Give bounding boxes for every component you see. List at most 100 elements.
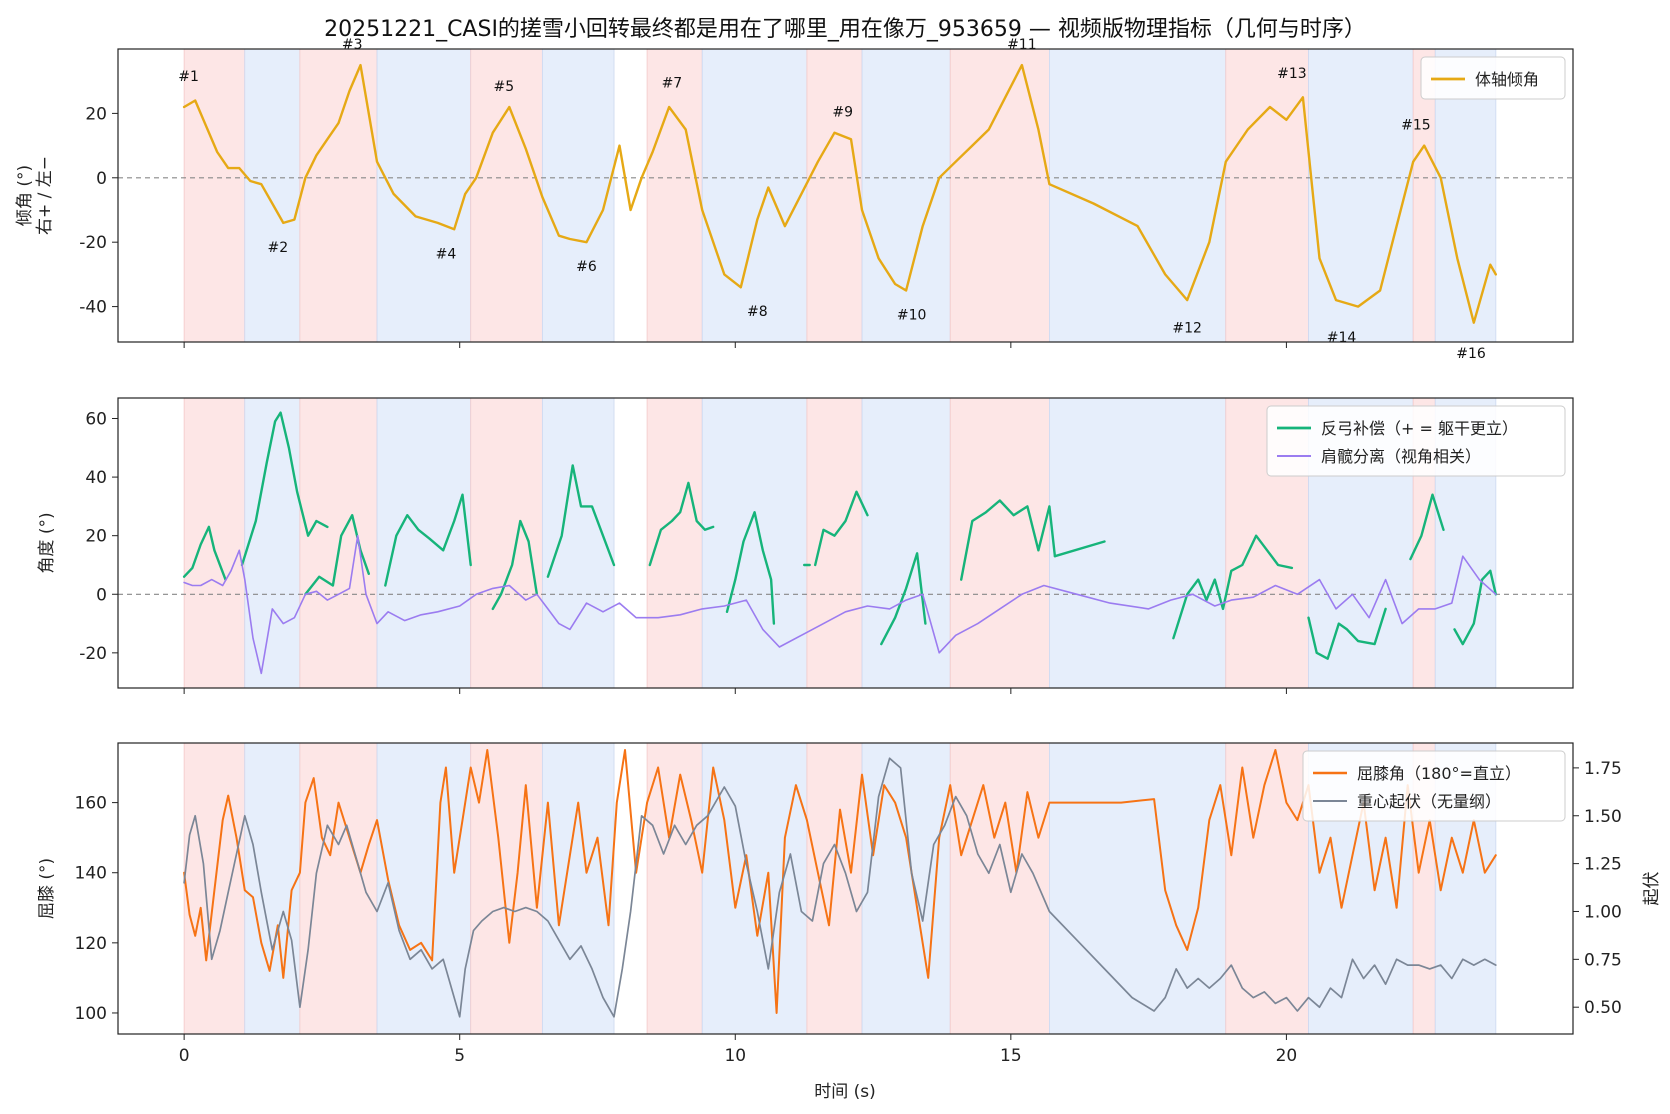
series-lines xyxy=(182,63,1497,324)
x-tick-label: 15 xyxy=(1000,1046,1022,1066)
x-tick-label: 0 xyxy=(179,1046,190,1066)
turn-label: #4 xyxy=(436,246,457,262)
turn-band-left xyxy=(541,49,615,342)
turn-label: #11 xyxy=(1007,37,1037,53)
turn-band-right xyxy=(806,398,863,688)
turn-band-right xyxy=(1225,743,1309,1034)
turn-band-left xyxy=(701,49,808,342)
series-line-2-1-seg-6 xyxy=(546,464,616,578)
turn-label: #7 xyxy=(662,76,683,92)
series-line-2-1-seg-2 xyxy=(240,411,329,567)
turn-band-left xyxy=(376,398,472,688)
y-axis-label: 倾角 (°)右+ / 左− xyxy=(15,156,55,235)
turn-band-left xyxy=(541,398,615,688)
turn-band-right xyxy=(806,49,863,342)
y-axis-label-line: 右+ / 左− xyxy=(35,156,55,235)
legend-box xyxy=(1302,750,1566,822)
turn-shading xyxy=(183,743,1497,1034)
turn-band-right xyxy=(646,398,703,688)
plot-frame xyxy=(117,742,1574,1035)
y-tick-label: 40 xyxy=(85,468,107,488)
panel-1: #1 #2 #3 #4 #5 #6 #7 #8 #9 #10 #11 #12 #13 #14 #15 #16 -… xyxy=(15,37,1574,362)
plot-frame xyxy=(117,397,1574,689)
y-tick-label: 100 xyxy=(75,1004,107,1024)
turn-band-left xyxy=(541,743,615,1034)
turn-band-left xyxy=(701,398,808,688)
legend: 反弓补偿（+ = 躯干更立） 肩髋分离（视角相关） xyxy=(1266,405,1566,477)
legend-label: 体轴倾角 xyxy=(1475,70,1539,89)
y-tick-label: -20 xyxy=(79,233,107,253)
turn-band-right xyxy=(183,49,246,342)
turn-band-left xyxy=(861,743,951,1034)
turn-band-left xyxy=(1308,49,1414,342)
turn-band-left xyxy=(1049,49,1227,342)
turn-label: #15 xyxy=(1401,117,1431,133)
turn-band-right xyxy=(183,398,246,688)
y2-tick-label: 1.00 xyxy=(1584,902,1622,922)
turn-label: #6 xyxy=(576,259,597,275)
turn-label: #16 xyxy=(1456,346,1486,362)
y-tick-label: -20 xyxy=(79,644,107,664)
series-line-2-1-seg-12 xyxy=(960,499,1057,581)
series-line-3-2 xyxy=(183,757,1497,1018)
y2-tick-label: 1.75 xyxy=(1584,759,1622,779)
series-lines xyxy=(183,749,1497,1018)
y-axis-label: 角度 (°) xyxy=(37,512,57,573)
panel-3: 100 120 140 160 0.50 0.75 1.00 1.25 1.50 1.75 起伏 0 5… xyxy=(37,742,1662,1066)
turn-label: #8 xyxy=(747,304,768,320)
turn-band-right xyxy=(299,398,378,688)
series-line-2-1-seg-4 xyxy=(384,493,472,587)
series-line-2-1-seg-15 xyxy=(1307,607,1387,660)
turn-shading xyxy=(183,398,1497,688)
y-tick-label: 20 xyxy=(85,104,107,124)
series-line-2-1-seg-13 xyxy=(1053,540,1106,558)
turn-band-right xyxy=(646,49,703,342)
y2-tick-label: 0.50 xyxy=(1584,998,1622,1018)
y-axis-label-line: 倾角 (°) xyxy=(15,165,35,226)
y-axis-label-line: 屈膝 (°) xyxy=(37,858,57,919)
turn-band-left xyxy=(861,49,951,342)
turn-band-left xyxy=(244,49,301,342)
y2-axis-label: 起伏 xyxy=(1642,872,1662,906)
legend-box xyxy=(1420,56,1566,100)
turn-band-left xyxy=(701,743,808,1034)
series-line-2-1-seg-10 xyxy=(814,490,869,567)
turn-band-right xyxy=(949,398,1050,688)
turn-label: #14 xyxy=(1327,330,1357,346)
x-tick-label: 5 xyxy=(454,1046,465,1066)
y-tick-label: -40 xyxy=(79,298,107,318)
y-tick-label: 0 xyxy=(96,169,107,189)
turn-label: #2 xyxy=(268,240,289,256)
series-line-2-1-seg-7 xyxy=(648,481,715,567)
legend: 体轴倾角 xyxy=(1420,56,1566,100)
legend-label: 重心起伏（无量纲） xyxy=(1357,792,1501,811)
turn-band-right xyxy=(949,743,1050,1034)
turn-band-left xyxy=(244,743,301,1034)
series-line-2-1-seg-8 xyxy=(725,511,776,625)
turn-label: #10 xyxy=(897,307,927,323)
turn-band-left xyxy=(376,49,472,342)
y2-tick-label: 1.25 xyxy=(1584,855,1622,875)
turn-band-right xyxy=(299,49,378,342)
y-tick-label: 20 xyxy=(85,527,107,547)
legend-label: 肩髋分离（视角相关） xyxy=(1321,447,1481,466)
y-axis-label-line: 角度 (°) xyxy=(37,512,57,573)
turn-band-right xyxy=(806,743,863,1034)
legend: 屈膝角（180°=直立） 重心起伏（无量纲） xyxy=(1302,750,1566,822)
panel-2: -20 0 20 40 60 角度 (°) 反弓补偿（+ = 躯干更立） 肩髋分离（视角相关） xyxy=(37,397,1574,694)
series-line-2-1-seg-17 xyxy=(1453,569,1497,646)
series-line-2-1-seg-11 xyxy=(880,552,927,646)
series-line-2-1-seg-1 xyxy=(182,525,227,581)
series-line-2-2 xyxy=(183,534,1497,675)
series-line-2-1-seg-14 xyxy=(1172,534,1294,640)
y-tick-label: 60 xyxy=(85,410,107,430)
y-tick-label: 140 xyxy=(75,864,107,884)
x-tick-label: 20 xyxy=(1276,1046,1298,1066)
series-line-3-1 xyxy=(183,749,1497,1014)
turn-band-right xyxy=(1225,49,1309,342)
y-tick-label: 160 xyxy=(75,794,107,814)
turn-band-right xyxy=(646,743,703,1034)
y-tick-label: 0 xyxy=(96,585,107,605)
turn-band-right xyxy=(470,49,543,342)
